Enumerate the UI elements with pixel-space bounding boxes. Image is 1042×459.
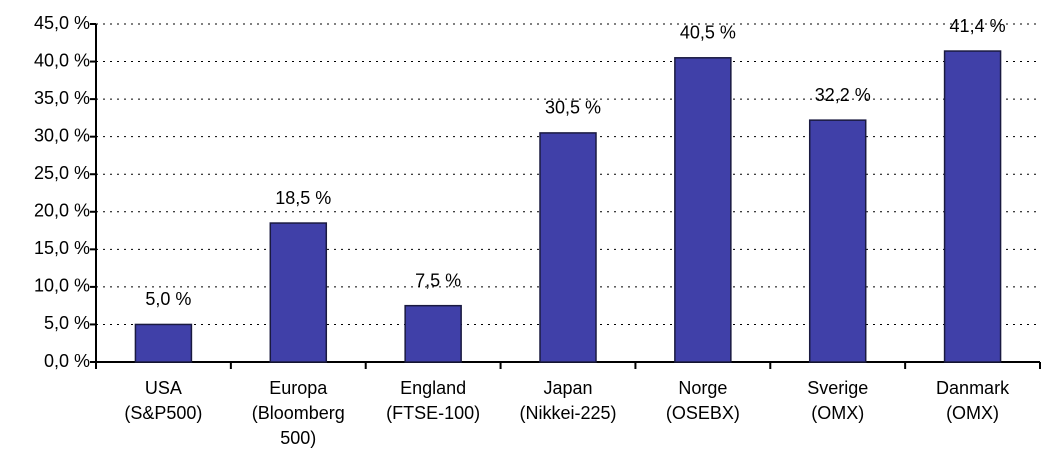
- data-label: 5,0 %: [145, 289, 191, 309]
- x-tick-label: (OMX): [946, 403, 999, 423]
- bar: [404, 304, 462, 363]
- x-tick-label: Europa: [269, 378, 328, 398]
- y-tick-label: 0,0 %: [44, 351, 90, 371]
- x-tick-label: (S&P500): [124, 403, 202, 423]
- y-tick-label: 25,0 %: [34, 163, 90, 183]
- y-tick-label: 45,0 %: [34, 13, 90, 33]
- y-tick-label: 35,0 %: [34, 88, 90, 108]
- bar: [943, 50, 1002, 363]
- data-label: 32,2 %: [815, 85, 871, 105]
- bar: [539, 132, 597, 363]
- bar: [269, 222, 328, 363]
- y-tick-label: 10,0 %: [34, 276, 90, 296]
- bar: [808, 119, 867, 363]
- data-label: 18,5 %: [275, 188, 331, 208]
- x-tick-label: (FTSE-100): [386, 403, 480, 423]
- x-tick-label: (OSEBX): [666, 403, 740, 423]
- data-label: 30,5 %: [545, 98, 601, 118]
- bar: [674, 57, 732, 363]
- bar: [134, 323, 193, 363]
- x-tick-label: 500): [280, 428, 316, 448]
- x-tick-label: Japan: [543, 378, 592, 398]
- y-tick-label: 30,0 %: [34, 125, 90, 145]
- y-tick-label: 5,0 %: [44, 313, 90, 333]
- x-tick-label: Danmark: [936, 378, 1010, 398]
- data-label: 40,5 %: [680, 23, 736, 43]
- x-tick-label: USA: [145, 378, 182, 398]
- data-label: 41,4 %: [950, 16, 1006, 36]
- data-label: 7,5 %: [415, 270, 461, 290]
- x-tick-label: Norge: [678, 378, 727, 398]
- x-tick-label: (Bloomberg: [252, 403, 345, 423]
- y-tick-label: 20,0 %: [34, 201, 90, 221]
- y-tick-label: 40,0 %: [34, 50, 90, 70]
- y-tick-label: 15,0 %: [34, 238, 90, 258]
- x-tick-label: (Nikkei-225): [519, 403, 616, 423]
- x-tick-label: Sverige: [807, 378, 868, 398]
- x-tick-label: (OMX): [811, 403, 864, 423]
- x-tick-label: England: [400, 378, 466, 398]
